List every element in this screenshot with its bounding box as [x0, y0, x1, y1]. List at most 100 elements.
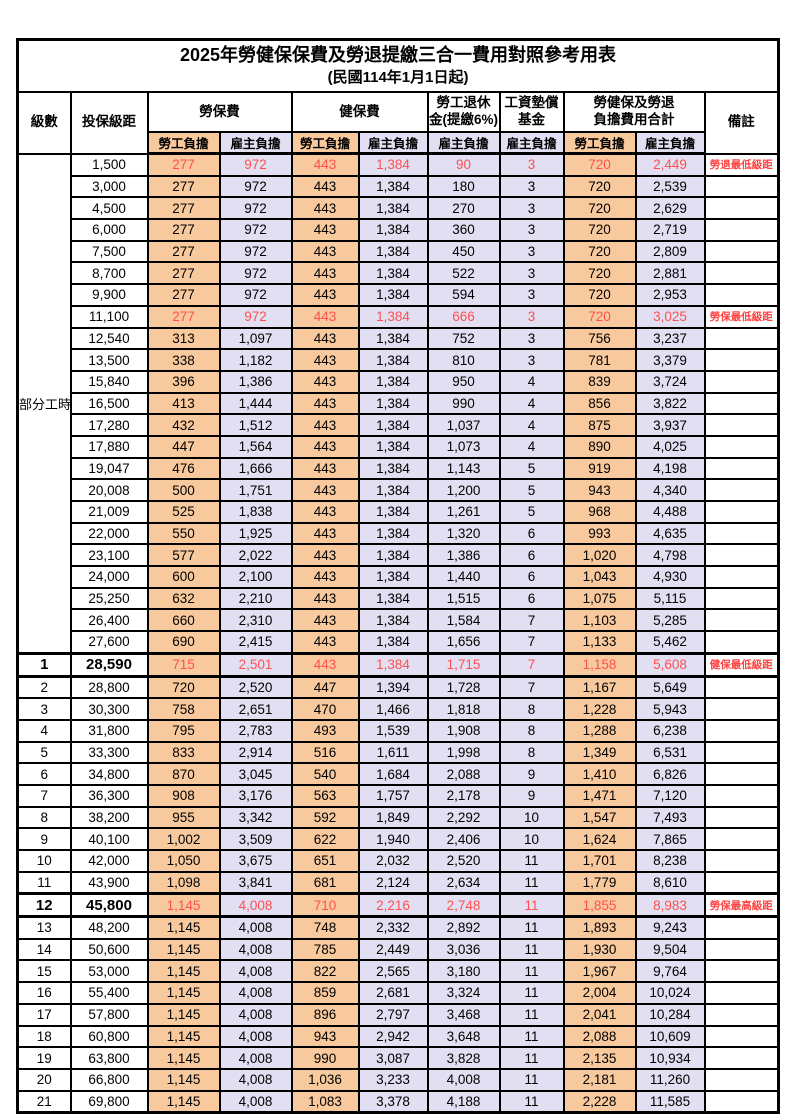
labor-insurance-employer-cell: 4,008 [218, 1046, 293, 1070]
health-insurance-employee-cell: 443 [290, 261, 360, 286]
salary-bracket-cell: 24,000 [69, 565, 149, 589]
pension-employer-cell: 1,728 [426, 674, 501, 700]
labor-insurance-employee-cell: 500 [146, 478, 221, 502]
col-header-labor-insurance: 勞保費 [146, 91, 293, 133]
wage-fund-employer-cell: 5 [498, 500, 565, 524]
total-employee-cell: 1,855 [562, 892, 637, 919]
table-row: 12 45,800 1,145 4,008 710 2,216 2,748 11 1,855 8,… [16, 892, 780, 919]
pension-employer-cell: 1,656 [426, 630, 501, 655]
level-cell: 18 [16, 1024, 72, 1049]
wage-fund-employer-cell: 3 [498, 196, 565, 221]
salary-bracket-cell: 21,009 [69, 500, 149, 524]
labor-insurance-employee-cell: 720 [146, 674, 221, 700]
wage-fund-employer-cell: 11 [498, 849, 565, 873]
total-employer-cell: 4,025 [634, 434, 706, 459]
health-insurance-employee-cell: 443 [290, 326, 360, 351]
total-employee-cell: 1,349 [562, 740, 637, 765]
health-insurance-employee-cell: 622 [290, 827, 360, 851]
total-employee-cell: 720 [562, 152, 637, 177]
pension-employer-cell: 950 [426, 369, 501, 394]
salary-bracket-cell: 6,000 [69, 218, 149, 242]
remark-cell [703, 1024, 780, 1049]
total-employee-cell: 1,167 [562, 674, 637, 700]
health-insurance-employer-cell: 2,124 [357, 870, 429, 895]
salary-bracket-cell: 23,100 [69, 543, 149, 568]
health-insurance-employer-cell: 1,384 [357, 630, 429, 655]
pension-employer-cell: 180 [426, 174, 501, 199]
total-employer-cell: 5,462 [634, 630, 706, 655]
table-row: 17 57,800 1,145 4,008 896 2,797 3,468 11 2,041 10… [16, 1002, 780, 1027]
labor-insurance-employer-cell: 1,097 [218, 326, 293, 351]
pension-employer-cell: 450 [426, 239, 501, 264]
salary-bracket-cell: 40,100 [69, 827, 149, 851]
total-employee-cell: 919 [562, 456, 637, 481]
labor-insurance-employer-cell: 2,022 [218, 543, 293, 568]
total-employer-cell: 4,198 [634, 456, 706, 481]
labor-insurance-employer-cell: 972 [218, 283, 293, 307]
pension-employer-cell: 1,200 [426, 478, 501, 502]
table-row: 27,600 690 2,415 443 1,384 1,656 7 1,133 5,462 [18, 630, 780, 655]
health-insurance-employee-cell: 540 [290, 762, 360, 786]
total-employer-cell: 7,865 [634, 827, 706, 851]
labor-insurance-employer-cell: 2,783 [218, 718, 293, 743]
table-row: 17,280 432 1,512 443 1,384 1,037 4 875 3,937 [18, 413, 780, 437]
wage-fund-employer-cell: 7 [498, 674, 565, 700]
remark-cell [703, 762, 780, 786]
total-employer-cell: 4,930 [634, 565, 706, 589]
labor-insurance-employer-cell: 972 [218, 152, 293, 177]
labor-insurance-employee-cell: 660 [146, 608, 221, 633]
level-cell: 3 [16, 697, 72, 721]
salary-bracket-cell: 26,400 [69, 608, 149, 633]
pension-employer-cell: 1,584 [426, 608, 501, 633]
total-employee-cell: 720 [562, 283, 637, 307]
salary-bracket-cell: 63,800 [69, 1046, 149, 1070]
level-cell: 7 [16, 783, 72, 808]
labor-insurance-employer-cell: 1,564 [218, 434, 293, 459]
health-insurance-employer-cell: 1,384 [357, 586, 429, 611]
level-cell: 1 [16, 651, 72, 678]
level-cell: 6 [16, 762, 72, 786]
salary-bracket-cell: 43,900 [69, 870, 149, 895]
labor-insurance-employee-cell: 870 [146, 762, 221, 786]
remark-cell [703, 283, 780, 307]
health-insurance-employee-cell: 1,036 [290, 1067, 360, 1092]
health-insurance-employer-cell: 1,384 [357, 239, 429, 264]
health-insurance-employer-cell: 1,384 [357, 196, 429, 221]
labor-insurance-employer-cell: 3,342 [218, 805, 293, 830]
health-insurance-employee-cell: 443 [290, 413, 360, 437]
total-employee-cell: 2,135 [562, 1046, 637, 1070]
total-employer-cell: 7,493 [634, 805, 706, 830]
table-row: 4,500 277 972 443 1,384 270 3 720 2,629 [18, 196, 780, 221]
level-cell: 14 [16, 937, 72, 962]
level-cell: 9 [16, 827, 72, 851]
health-insurance-employee-cell: 443 [290, 174, 360, 199]
salary-bracket-cell: 66,800 [69, 1067, 149, 1092]
table-row: 9 40,100 1,002 3,509 622 1,940 2,406 10 1,624 7,8… [16, 827, 780, 851]
total-employee-cell: 720 [562, 239, 637, 264]
labor-insurance-employer-cell: 3,509 [218, 827, 293, 851]
total-employer-cell: 4,340 [634, 478, 706, 502]
level-cell: 12 [16, 892, 72, 919]
health-insurance-employer-cell: 1,757 [357, 783, 429, 808]
health-insurance-employee-cell: 516 [290, 740, 360, 765]
health-insurance-employee-cell: 443 [290, 565, 360, 589]
salary-bracket-cell: 38,200 [69, 805, 149, 830]
salary-bracket-cell: 42,000 [69, 849, 149, 873]
labor-insurance-employee-cell: 277 [146, 152, 221, 177]
table-row: 1 28,590 715 2,501 443 1,384 1,715 7 1,158 5,608 健… [16, 651, 780, 678]
pension-employer-cell: 2,892 [426, 915, 501, 940]
labor-insurance-employer-cell: 972 [218, 174, 293, 199]
total-employee-cell: 1,228 [562, 697, 637, 721]
total-employer-cell: 3,724 [634, 369, 706, 394]
labor-insurance-employer-cell: 1,666 [218, 456, 293, 481]
total-employee-cell: 890 [562, 434, 637, 459]
labor-insurance-employer-cell: 2,100 [218, 565, 293, 589]
pension-employer-cell: 594 [426, 283, 501, 307]
labor-insurance-employer-cell: 4,008 [218, 1089, 293, 1114]
total-employer-cell: 4,798 [634, 543, 706, 568]
total-employer-cell: 10,934 [634, 1046, 706, 1070]
total-employee-cell: 943 [562, 478, 637, 502]
total-employee-cell: 875 [562, 413, 637, 437]
total-employee-cell: 1,410 [562, 762, 637, 786]
group-header-row: 級數 投保級距 勞保費 健保費 勞工退休 金(提繳6%) 工資墊償 基金 勞健保及勞… [16, 91, 780, 155]
